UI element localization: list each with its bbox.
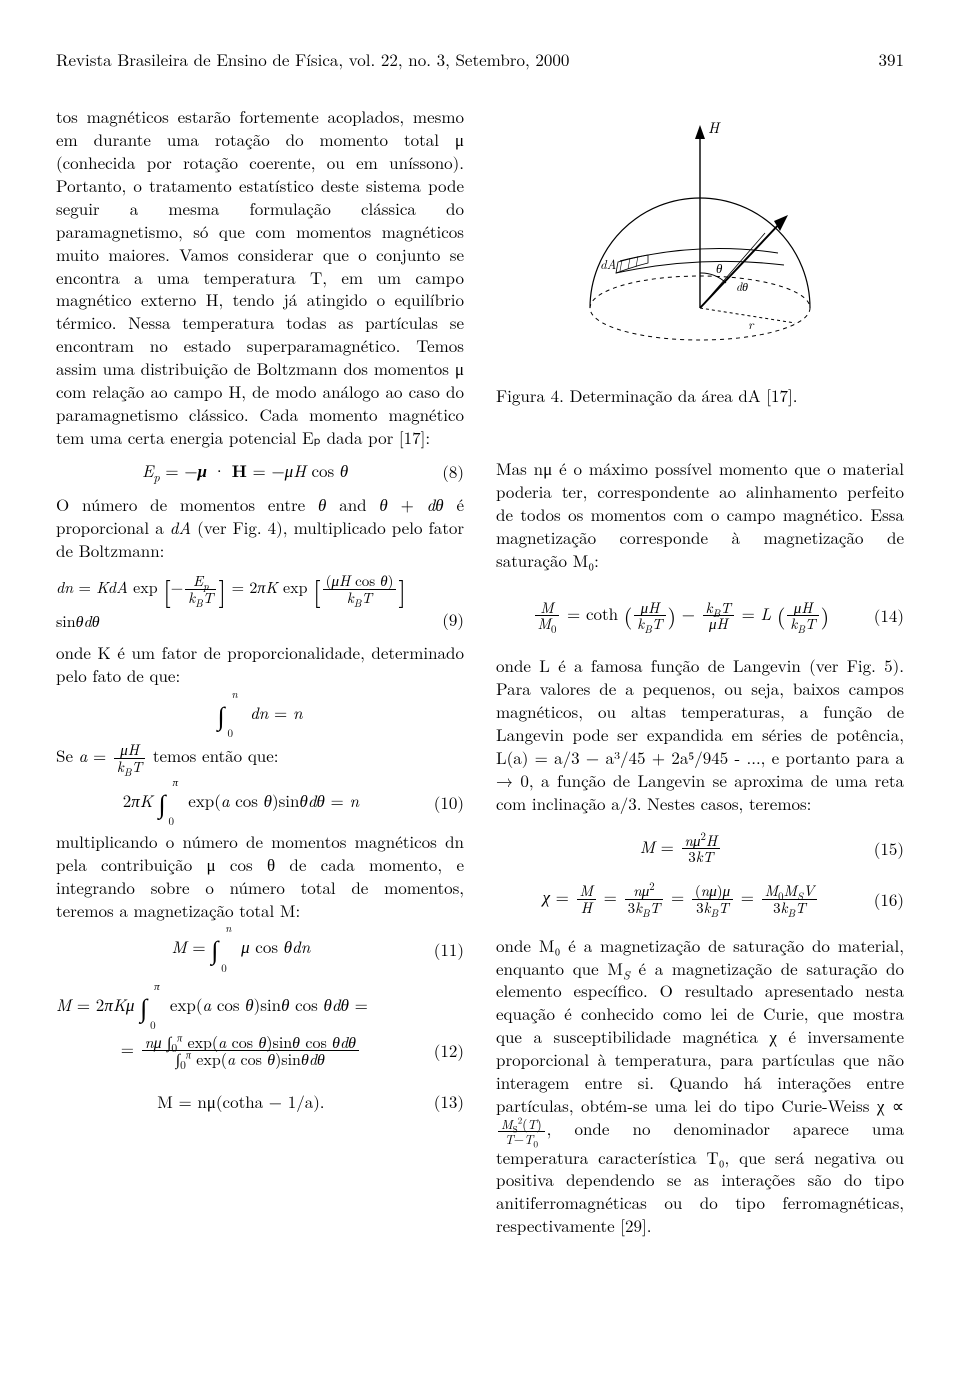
eq12a-math: M = 2πKμ ∫π0 exp(a cos θ)sinθ cos θdθ =	[56, 989, 464, 1024]
eq14-number: (14)	[866, 604, 904, 627]
equation-15: M = nμ2H3kT (15)	[496, 833, 904, 866]
figure-4: H dA θ dθ r	[496, 113, 904, 407]
text-span: é a magnetização de saturação do element…	[496, 956, 904, 1118]
eq11-math: M = ∫n0 μ cos θdn	[56, 931, 426, 966]
eq12-math: = nμ ∫0π exp(a cos θ)sinθ cos θdθ∫0π exp…	[56, 1034, 426, 1069]
equation-9: dn = KdA exp [−EpkBT] = 2πK exp [(μH cos…	[56, 572, 464, 631]
text-span: , onde no denominador aparece uma temper…	[496, 1116, 904, 1237]
eq8-math: Ep = −μ · H = −μH cos θ	[56, 459, 434, 483]
fig-label-dA: dA	[600, 254, 616, 273]
paragraph-5: multiplicando o número de momentos magné…	[56, 830, 464, 922]
eq12-number: (12)	[426, 1039, 464, 1062]
fig-label-H: H	[708, 117, 721, 138]
eq-int-n-math: ∫n0 dn = n	[56, 697, 464, 732]
equation-14: MM0 = coth (μHkBT) − kBTμH = L (μHkBT) (…	[496, 600, 904, 633]
equation-8: Ep = −μ · H = −μH cos θ (8)	[56, 459, 464, 483]
eq11-number: (11)	[426, 938, 464, 961]
eq10-math: 2πK ∫π0 exp(a cos θ)sinθdθ = n	[56, 785, 426, 820]
eq13-number: (13)	[426, 1090, 464, 1113]
equation-13: M = nμ(cotha − 1/a). (13)	[56, 1090, 464, 1113]
eq9-math: dn = KdA exp [−EpkBT] = 2πK exp [(μH cos…	[56, 572, 434, 631]
paragraph-3: onde K é um fator de proporcionalidade, …	[56, 641, 464, 687]
figure-4-svg: H dA θ dθ r	[560, 113, 840, 373]
eq16-math: χ = MH = nμ23kBT = (nμ)μ3kBT = M0MSV3kBT	[496, 883, 866, 916]
text-span: O número de momentos entre	[56, 492, 318, 516]
paragraph-2: O número de momentos entre θ and θ + dθ …	[56, 493, 464, 562]
equation-12: = nμ ∫0π exp(a cos θ)sinθ cos θdθ∫0π exp…	[56, 1034, 464, 1069]
paragraph-1: tos magnéticos estarão fortemente acopla…	[56, 105, 464, 449]
figure-4-caption: Figura 4. Determinação da área dA [17].	[496, 384, 904, 407]
paragraph-final: onde M₀ é a magnetização de saturação do…	[496, 934, 904, 1238]
text-span: Se	[56, 743, 79, 767]
eq15-number: (15)	[866, 837, 904, 860]
fig-label-theta: θ	[716, 258, 723, 277]
paragraph-4: Se a = μHkBT temos então que:	[56, 742, 464, 775]
eq15-math: M = nμ2H3kT	[496, 833, 866, 866]
fig-label-dtheta: dθ	[736, 278, 748, 295]
page-number: 391	[879, 48, 905, 71]
equation-10: 2πK ∫π0 exp(a cos θ)sinθdθ = n (10)	[56, 785, 464, 820]
equation-12a: M = 2πKμ ∫π0 exp(a cos θ)sinθ cos θdθ =	[56, 989, 464, 1024]
eq14-math: MM0 = coth (μHkBT) − kBTμH = L (μHkBT)	[496, 600, 866, 633]
eq13-math: M = nμ(cotha − 1/a).	[56, 1090, 426, 1113]
right-column: H dA θ dθ r	[496, 105, 904, 1237]
text-span: temos então que:	[147, 743, 278, 767]
two-column-layout: tos magnéticos estarão fortemente acopla…	[56, 105, 904, 1237]
journal-title: Revista Brasileira de Ensino de Física, …	[56, 48, 569, 71]
equation-16: χ = MH = nμ23kBT = (nμ)μ3kBT = M0MSV3kBT…	[496, 883, 904, 916]
equation-int-n: ∫n0 dn = n	[56, 697, 464, 732]
equation-11: M = ∫n0 μ cos θdn (11)	[56, 931, 464, 966]
eq16-number: (16)	[866, 888, 904, 911]
left-column: tos magnéticos estarão fortemente acopla…	[56, 105, 464, 1237]
eq8-number: (8)	[434, 460, 464, 483]
paragraph-M0: Mas nμ é o máximo possível momento que o…	[496, 457, 904, 572]
eq9-number: (9)	[434, 608, 464, 631]
eq10-number: (10)	[426, 791, 464, 814]
running-head: Revista Brasileira de Ensino de Física, …	[56, 48, 904, 71]
paragraph-L: onde L é a famosa função de Langevin (ve…	[496, 654, 904, 815]
